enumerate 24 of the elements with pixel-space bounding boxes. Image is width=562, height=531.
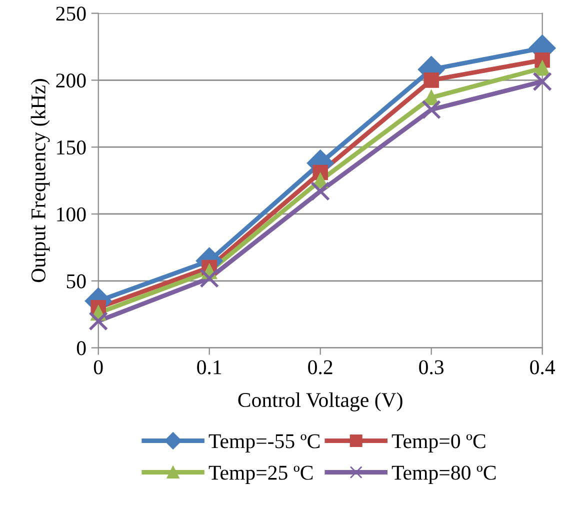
y-tick-label: 50 [66, 274, 86, 288]
x-tick-label: 0.2 [308, 360, 332, 374]
point [200, 268, 220, 288]
point [422, 100, 442, 120]
y-tick-label: 100 [57, 207, 86, 222]
legend-label: Temp=-55 ºC [208, 434, 320, 452]
y-tick-label: 0 [76, 341, 86, 356]
point [532, 72, 552, 92]
y-tick-label: 200 [56, 74, 86, 88]
point [424, 72, 439, 88]
x-axis-title: Control Voltage (V) [238, 392, 402, 412]
point [534, 60, 550, 76]
x-tick-label: 0.3 [419, 360, 444, 374]
legend-label: Temp=80 ºC [392, 466, 496, 484]
point [88, 311, 108, 331]
legend-label: Temp=25 ºC [208, 466, 313, 484]
y-axis-title: Output Frequency (kHz) [30, 79, 50, 282]
y-tick-label: 250 [56, 6, 86, 21]
x-tick-label: 0 [94, 360, 103, 374]
x-tick-label: 0.1 [197, 360, 222, 374]
y-tick-label: 150 [57, 140, 86, 155]
x-tick-label: 0.4 [530, 360, 556, 374]
point [310, 182, 330, 201]
legend-label: Temp=0 ºC [392, 434, 486, 452]
